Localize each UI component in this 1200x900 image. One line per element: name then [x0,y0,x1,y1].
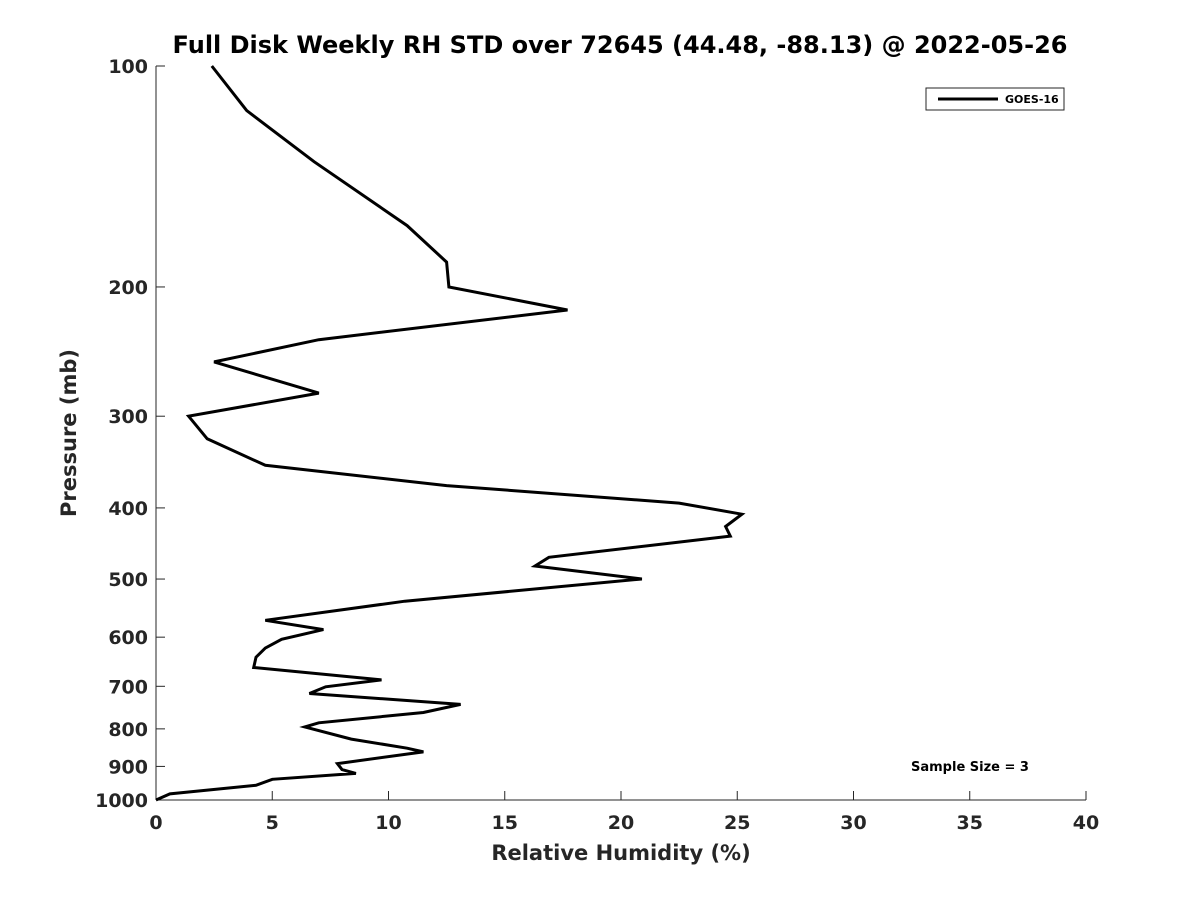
x-tick-label: 25 [724,812,750,834]
y-tick-label: 700 [108,676,148,698]
series-line-goes-16 [155,65,746,802]
y-tick-label: 100 [108,56,148,78]
y-tick-label: 1000 [95,790,148,812]
x-tick-label: 40 [1073,812,1099,834]
sample-size-annotation: Sample Size = 3 [911,760,1029,775]
y-tick-label: 200 [108,277,148,299]
x-tick-label: 0 [149,812,162,834]
legend-label-goes-16: GOES-16 [1005,93,1059,106]
series-group [155,65,746,802]
x-tick-label: 30 [840,812,866,834]
x-tick-label: 35 [957,812,983,834]
x-tick-label: 20 [608,812,634,834]
x-tick-label: 15 [492,812,518,834]
axes [155,66,1086,801]
y-axis-label: Pressure (mb) [57,349,81,517]
y-ticks: 100 200 300 400 500 600 700 800 900 1000 [95,56,165,812]
x-tick-label: 5 [266,812,279,834]
y-tick-label: 900 [108,756,148,778]
x-tick-label: 10 [375,812,401,834]
y-tick-label: 400 [108,498,148,520]
y-tick-label: 800 [108,719,148,741]
y-tick-label: 600 [108,627,148,649]
chart-title: Full Disk Weekly RH STD over 72645 (44.4… [173,31,1068,59]
legend: GOES-16 [925,87,1065,111]
y-tick-label: 300 [108,406,148,428]
x-axis-label: Relative Humidity (%) [491,841,750,865]
x-ticks: 0 5 10 15 20 25 30 35 40 [149,791,1099,834]
y-tick-label: 500 [108,569,148,591]
